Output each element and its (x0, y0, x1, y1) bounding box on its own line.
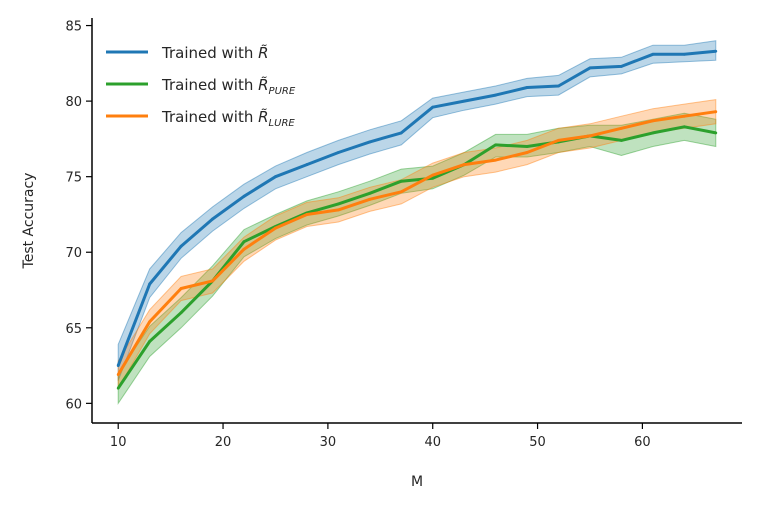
data-point (399, 190, 403, 194)
data-point (651, 131, 655, 135)
y-tick-label: 60 (65, 397, 82, 412)
data-point (525, 145, 529, 148)
data-point (588, 134, 592, 138)
confidence-band-2 (117, 112, 717, 406)
data-point (620, 139, 623, 142)
x-tick-label: 60 (634, 435, 651, 450)
legend-subscript: LURE (269, 118, 296, 129)
axes (91, 18, 742, 424)
data-point (274, 226, 277, 230)
data-point (242, 194, 246, 198)
y-tick-label: 75 (65, 171, 82, 186)
data-point (682, 125, 686, 129)
legend-symbol: R̃ (258, 107, 268, 126)
data-point (368, 191, 372, 195)
data-point (116, 373, 120, 377)
series-lines (116, 49, 718, 390)
data-point (274, 175, 277, 179)
data-point (116, 386, 120, 390)
x-axis-label: M (411, 474, 423, 490)
legend-prefix: Trained with (161, 76, 258, 94)
data-point (242, 240, 246, 244)
legend-prefix: Trained with (161, 108, 258, 126)
legend-entry-2: Trained with R̃PURE (161, 75, 296, 97)
confidence-band-3 (117, 99, 717, 391)
x-tick-label: 20 (215, 435, 232, 450)
data-point (651, 52, 655, 56)
data-point (368, 140, 372, 144)
data-point (336, 202, 340, 206)
y-axis-label: Test Accuracy (21, 173, 37, 270)
data-point (368, 197, 372, 201)
data-point (399, 131, 403, 135)
legend-entry-1: Trained with R̃ (161, 43, 269, 62)
data-point (682, 52, 686, 56)
legend-subscript: PURE (269, 86, 296, 97)
data-point (305, 213, 309, 216)
series-line-3 (116, 110, 717, 376)
x-tick-label: 40 (424, 435, 441, 450)
data-point (525, 86, 529, 89)
y-tick-label: 70 (65, 246, 82, 261)
x-tick-label: 50 (529, 435, 546, 450)
data-point (305, 163, 309, 166)
data-point (557, 84, 560, 88)
data-point (494, 143, 498, 147)
data-point (620, 64, 623, 68)
data-point (211, 279, 214, 283)
data-point (494, 93, 498, 97)
data-point (588, 66, 592, 70)
data-point (714, 131, 718, 135)
series-line-2 (116, 125, 717, 390)
data-point (431, 173, 435, 177)
data-point (148, 282, 152, 286)
data-point (714, 110, 718, 114)
series-2 (116, 125, 718, 390)
y-ticks: 60 65 70 75 80 85 (65, 20, 92, 412)
data-point (557, 139, 560, 142)
x-ticks: 10 20 30 40 50 60 (110, 423, 651, 450)
series-line-1 (116, 49, 716, 367)
y-tick-label: 80 (65, 95, 82, 110)
data-point (179, 244, 183, 248)
data-point (462, 163, 466, 166)
series-3 (116, 110, 718, 377)
data-point (116, 364, 120, 367)
data-point (399, 179, 403, 183)
legend-entry-3: Trained with R̃LURE (161, 107, 295, 129)
legend-symbol: R̃ (258, 43, 268, 62)
data-point (211, 217, 214, 221)
data-point (179, 311, 183, 315)
data-point (431, 105, 435, 109)
data-point (651, 119, 655, 123)
legend-symbol: R̃ (258, 75, 268, 94)
data-point (431, 176, 435, 180)
data-point (494, 158, 498, 162)
data-point (148, 339, 152, 343)
data-point (714, 49, 718, 53)
data-point (620, 126, 623, 130)
legend: Trained with R̃Trained with R̃PURETraine… (106, 43, 296, 129)
data-point (179, 287, 183, 290)
y-tick-label: 85 (65, 20, 82, 35)
data-point (336, 208, 340, 212)
series-1 (116, 49, 718, 367)
data-point (462, 99, 466, 103)
legend-prefix: Trained with (161, 44, 258, 62)
data-point (682, 114, 686, 118)
x-tick-label: 30 (320, 435, 337, 450)
x-tick-label: 10 (110, 435, 127, 450)
data-point (242, 247, 246, 251)
data-point (148, 320, 152, 324)
data-point (525, 151, 529, 154)
confidence-bands (117, 40, 717, 406)
confidence-band-1 (117, 40, 717, 381)
data-point (336, 151, 340, 154)
y-tick-label: 65 (65, 322, 82, 337)
